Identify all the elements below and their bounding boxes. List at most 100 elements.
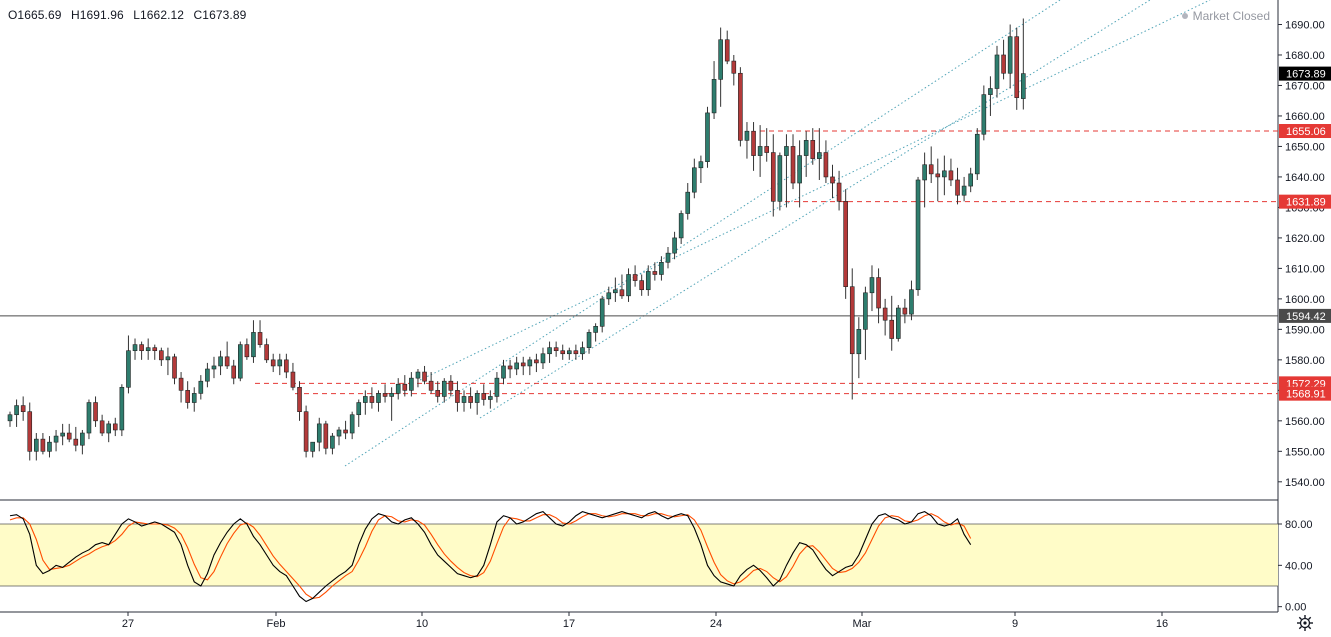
- candle: [856, 317, 862, 379]
- candle-body-down: [902, 307, 908, 315]
- candle-body-down: [270, 359, 276, 367]
- candle: [99, 414, 105, 437]
- candle: [994, 45, 1000, 98]
- price-tick-label: 1600.00: [1285, 294, 1325, 306]
- candle: [764, 128, 770, 162]
- candle: [922, 152, 927, 208]
- price-tags: 1673.891655.061631.891594.421572.291568.…: [1279, 66, 1331, 401]
- candle-body-down: [738, 72, 743, 141]
- price-tag-hline: 1594.42: [1279, 308, 1331, 323]
- candle: [80, 429, 85, 455]
- settings-gear-icon[interactable]: [1296, 614, 1314, 632]
- candle-body-down: [93, 402, 98, 422]
- channel-line-3: [479, 0, 1151, 419]
- candle-body-down: [928, 164, 934, 175]
- candle: [316, 417, 322, 452]
- candle-body-up: [757, 146, 763, 156]
- candle-body-up: [356, 402, 362, 416]
- price-tick-label: 1620.00: [1285, 233, 1325, 245]
- ohlc-legend: O1665.69 H1691.96 L1662.12 C1673.89: [8, 8, 252, 22]
- candle: [409, 372, 414, 397]
- candle: [889, 295, 895, 351]
- candle: [152, 344, 158, 360]
- candle-body-down: [455, 390, 460, 403]
- candle: [784, 134, 789, 208]
- price-tick-label: 1660.00: [1285, 111, 1325, 123]
- candle-body-down: [639, 280, 644, 291]
- candle-body-up: [316, 423, 322, 443]
- candle-body-down: [836, 182, 842, 202]
- candle: [448, 375, 454, 397]
- candle-body-up: [7, 414, 13, 422]
- candle-body-up: [698, 161, 704, 169]
- candle: [395, 378, 401, 400]
- candle: [928, 146, 934, 184]
- candle-body-down: [810, 140, 816, 159]
- candle-body-up: [961, 185, 967, 196]
- candle: [178, 372, 184, 403]
- candle: [1007, 24, 1013, 89]
- low-value: L1662.12: [133, 8, 185, 22]
- candle: [599, 295, 605, 333]
- candle: [731, 54, 737, 86]
- candle-body-up: [685, 191, 691, 214]
- candle: [1021, 18, 1026, 110]
- candle: [803, 131, 809, 177]
- time-tick-label: 10: [416, 618, 428, 630]
- candle-body-up: [119, 386, 125, 431]
- channel-line-1: [344, 0, 1061, 467]
- candle-body-up: [968, 173, 973, 187]
- candle-body-up: [566, 350, 572, 355]
- candle: [481, 384, 487, 406]
- candle-body-down: [764, 146, 770, 153]
- candle-body-down: [264, 344, 269, 361]
- candle-body-down: [159, 350, 164, 361]
- candle: [882, 298, 888, 336]
- price-tag-text: 1594.42: [1286, 311, 1326, 323]
- candle: [619, 274, 625, 299]
- candle: [626, 268, 631, 302]
- time-axis: 27 Feb 10 17 24 Mar 9 16: [122, 612, 1168, 630]
- candle: [277, 353, 283, 376]
- candle: [238, 341, 243, 382]
- candle-body-up: [349, 414, 355, 434]
- candle-body-up: [238, 344, 243, 379]
- candle: [915, 176, 921, 296]
- candle-body-down: [770, 152, 776, 202]
- candle: [593, 323, 598, 342]
- candle: [863, 286, 868, 360]
- candle-body-down: [99, 420, 105, 434]
- candle-body-down: [632, 274, 638, 281]
- candle: [310, 441, 315, 458]
- candle: [744, 122, 750, 159]
- candle-body-up: [363, 396, 368, 403]
- price-tag-bg: [1279, 124, 1331, 139]
- price-tag-level_1655: 1655.06: [1279, 124, 1331, 139]
- candle: [974, 128, 980, 180]
- candle: [895, 304, 901, 342]
- candle: [580, 341, 585, 360]
- candle: [534, 353, 539, 373]
- candle-body-up: [415, 371, 421, 379]
- price-tick-label: 1650.00: [1285, 141, 1325, 153]
- trend-channel: [344, 0, 1211, 467]
- candle: [126, 335, 131, 394]
- candle: [757, 125, 763, 177]
- candle: [830, 164, 835, 199]
- candle: [935, 158, 941, 202]
- candle-body-down: [231, 365, 237, 379]
- candle: [520, 356, 526, 376]
- time-tick-label: Mar: [853, 618, 872, 630]
- price-tick-label: 1670.00: [1285, 80, 1325, 92]
- candle-body-up: [488, 396, 493, 400]
- candle: [14, 399, 19, 427]
- candle-body-up: [60, 432, 65, 437]
- candle-body-up: [145, 347, 151, 352]
- candle: [981, 85, 987, 141]
- candle: [698, 155, 704, 184]
- price-levels: [0, 130, 1278, 395]
- candle: [876, 268, 881, 324]
- candle-body-up: [626, 274, 631, 297]
- candle: [672, 231, 677, 260]
